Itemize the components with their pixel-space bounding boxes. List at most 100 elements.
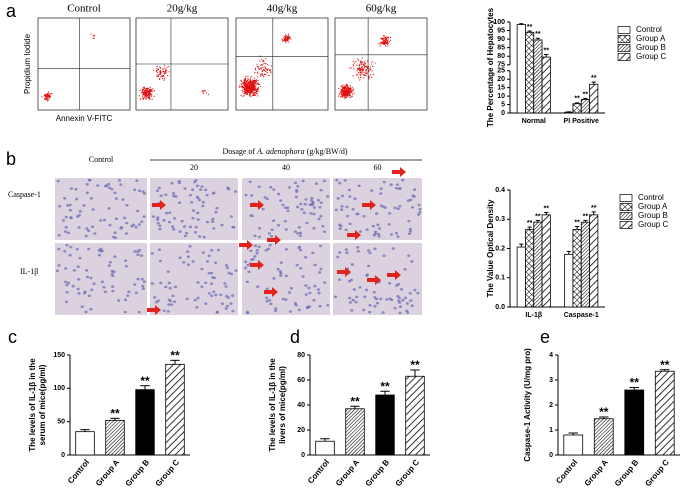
nucleus xyxy=(89,307,93,311)
nucleus xyxy=(108,223,112,227)
nucleus xyxy=(164,193,168,197)
flow-event xyxy=(380,37,382,40)
flow-event xyxy=(363,65,365,67)
nucleus xyxy=(202,235,206,239)
flow-event xyxy=(203,90,206,92)
flow-event xyxy=(256,93,258,95)
nucleus xyxy=(169,303,174,306)
flow-event xyxy=(247,87,249,89)
nucleus xyxy=(286,209,290,213)
nucleus xyxy=(271,219,276,222)
flow-event xyxy=(41,96,43,98)
flow-event xyxy=(368,69,370,72)
flow-event xyxy=(254,81,256,83)
flow-event xyxy=(361,68,363,70)
nucleus xyxy=(200,285,204,288)
nucleus xyxy=(398,305,403,308)
flow-event xyxy=(387,45,389,47)
flow-event xyxy=(254,93,256,95)
nucleus xyxy=(114,197,119,200)
nucleus xyxy=(295,205,300,209)
flow-event xyxy=(145,87,147,90)
flow-event xyxy=(353,92,355,94)
flow-event xyxy=(264,66,266,68)
flow-event xyxy=(361,68,363,71)
bar xyxy=(533,39,543,114)
nucleus xyxy=(205,260,210,263)
nucleus xyxy=(76,265,80,268)
nucleus xyxy=(82,204,86,207)
flow-event xyxy=(352,64,355,66)
flow-event xyxy=(144,89,147,91)
flow-event xyxy=(352,89,354,91)
nucleus xyxy=(78,210,82,213)
flow-event xyxy=(370,63,373,65)
nucleus xyxy=(63,249,67,253)
nucleus xyxy=(158,227,162,231)
flow-event xyxy=(257,95,259,97)
nucleus xyxy=(58,204,62,208)
flow-event xyxy=(353,60,355,62)
flow-event xyxy=(383,35,385,37)
nucleus xyxy=(269,185,273,189)
nucleus xyxy=(356,212,360,216)
nucleus xyxy=(312,212,316,216)
flow-event xyxy=(244,83,246,85)
flow-event xyxy=(361,73,363,75)
flow-event xyxy=(359,60,361,62)
flow-event xyxy=(382,42,384,44)
flow-event xyxy=(360,71,362,73)
flow-title: 60g/kg xyxy=(366,3,397,15)
flow-event xyxy=(262,66,264,68)
nucleus xyxy=(140,277,144,281)
nucleus xyxy=(167,303,171,306)
histology-image xyxy=(150,178,238,240)
flow-event xyxy=(251,82,253,85)
flow-event xyxy=(93,37,95,39)
nucleus xyxy=(186,263,191,267)
flow-event xyxy=(157,71,159,73)
y-axis-label: The Percentage of Hepatocytes xyxy=(486,7,495,127)
nucleus xyxy=(322,179,326,183)
flow-event xyxy=(247,79,249,81)
flow-event xyxy=(349,97,352,99)
flow-event xyxy=(378,43,380,45)
flow-event xyxy=(359,72,361,74)
nucleus xyxy=(172,228,176,231)
nucleus xyxy=(90,225,95,229)
flow-event xyxy=(251,89,253,92)
flow-event xyxy=(46,100,49,102)
nucleus xyxy=(110,272,114,276)
flow-event xyxy=(359,68,362,70)
nucleus xyxy=(246,263,250,267)
flow-event xyxy=(47,91,49,93)
flow-event xyxy=(243,81,245,83)
nucleus xyxy=(381,311,385,314)
legend-label: Control xyxy=(638,193,664,202)
y-tick-label: 0.1 xyxy=(495,275,505,282)
flow-event xyxy=(47,94,49,96)
flow-event xyxy=(255,80,258,82)
nucleus xyxy=(180,219,184,223)
flow-event xyxy=(268,69,271,72)
nucleus xyxy=(140,220,144,223)
flow-event xyxy=(146,92,148,94)
flow-event xyxy=(351,96,353,98)
flow-event xyxy=(285,35,287,37)
flow-event xyxy=(340,85,342,87)
nucleus xyxy=(339,224,343,228)
flow-event xyxy=(267,63,269,66)
flow-event xyxy=(285,41,287,43)
nucleus xyxy=(183,187,187,190)
flow-event xyxy=(262,59,264,62)
flow-event xyxy=(149,88,151,91)
flow-event xyxy=(250,85,252,87)
nucleus xyxy=(99,219,103,222)
nucleus xyxy=(364,288,369,292)
nucleus xyxy=(186,255,191,258)
nucleus xyxy=(212,227,216,230)
nucleus xyxy=(398,204,402,208)
nucleus xyxy=(172,300,177,303)
y-tick-label: 2 xyxy=(549,402,553,409)
flow-event xyxy=(358,64,361,66)
